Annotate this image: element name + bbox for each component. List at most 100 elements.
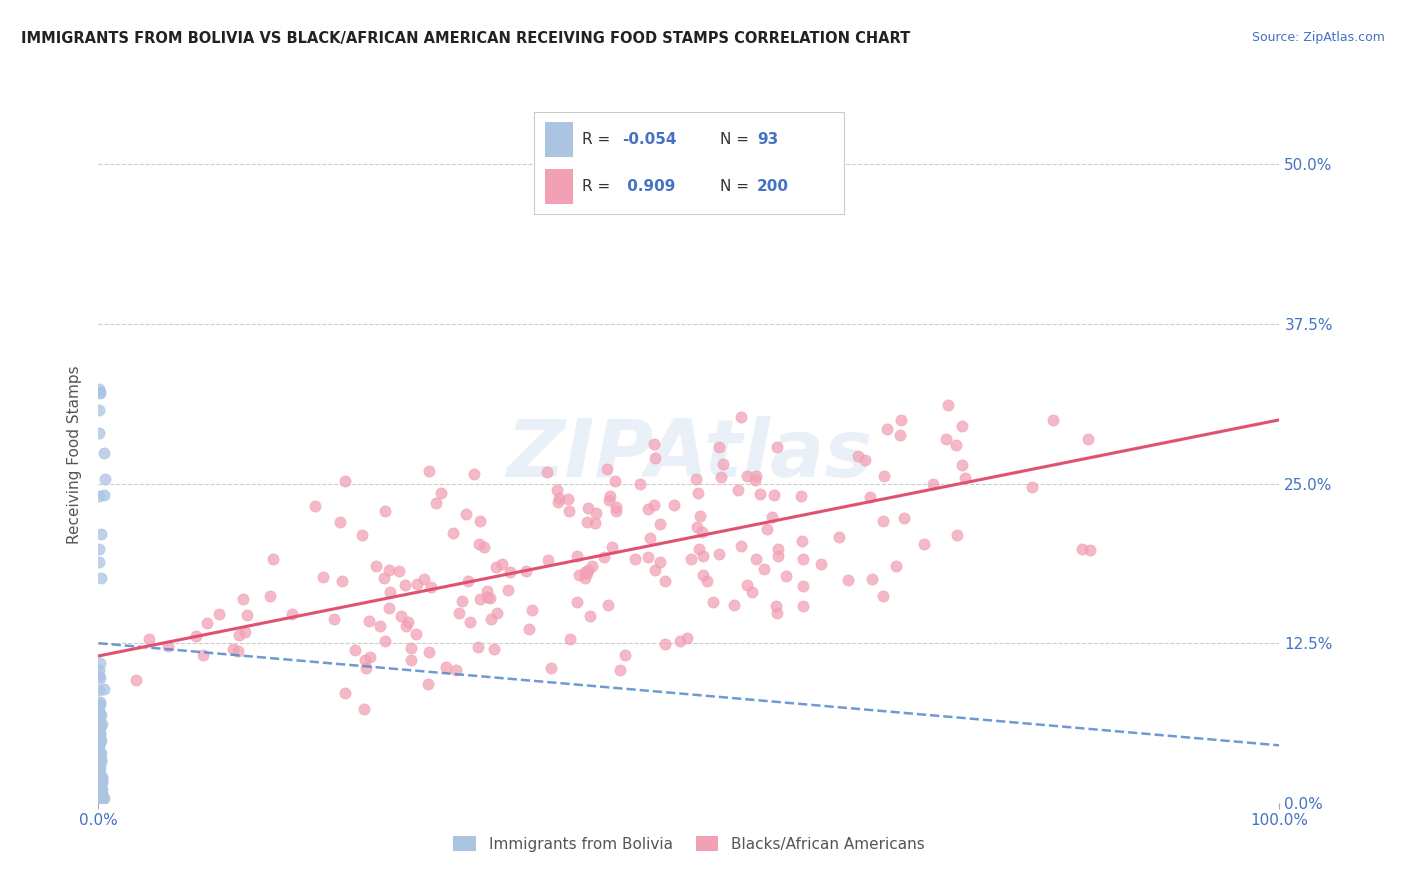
Point (87, 776, 110, 790)
Point (87, 793, 110, 807)
Point (744, 473, 766, 487)
Point (912, 537, 935, 551)
Point (723, 598, 745, 612)
Point (90, 770, 112, 784)
Point (710, 469, 733, 483)
Point (853, 453, 876, 467)
Point (451, 594, 474, 608)
Point (87, 764, 110, 778)
Point (93, 488, 115, 502)
Point (475, 583, 498, 598)
Point (262, 552, 284, 566)
Point (359, 650, 381, 665)
Point (90, 526, 112, 541)
Point (745, 552, 768, 566)
Point (89, 717, 111, 731)
Point (576, 563, 599, 577)
Point (89, 385, 111, 400)
Point (420, 580, 443, 594)
Point (637, 501, 659, 516)
Point (87, 555, 110, 569)
Point (89, 735, 111, 749)
Point (775, 568, 797, 582)
Point (329, 515, 352, 529)
Point (792, 599, 814, 613)
Point (87, 747, 110, 761)
Point (87, 738, 110, 752)
Text: IMMIGRANTS FROM BOLIVIA VS BLACK/AFRICAN AMERICAN RECEIVING FOOD STAMPS CORRELAT: IMMIGRANTS FROM BOLIVIA VS BLACK/AFRICAN… (21, 31, 910, 46)
Point (828, 530, 851, 544)
Point (89, 777, 111, 791)
Point (87, 425, 110, 440)
Point (599, 490, 621, 504)
Point (87, 791, 110, 805)
Point (499, 566, 522, 580)
Point (558, 632, 581, 647)
Point (576, 500, 599, 515)
Point (89, 490, 111, 504)
Point (87, 791, 110, 805)
Point (412, 572, 434, 586)
Point (357, 615, 380, 629)
Point (193, 648, 215, 662)
Point (766, 440, 789, 454)
Text: 93: 93 (756, 132, 779, 146)
Point (444, 663, 467, 677)
Point (457, 574, 479, 588)
Point (87, 744, 110, 758)
Point (90, 746, 112, 760)
Point (482, 642, 505, 657)
Point (91, 791, 114, 805)
Point (702, 594, 724, 608)
Point (394, 578, 416, 592)
Point (467, 640, 489, 654)
Point (744, 469, 766, 483)
Point (89, 402, 111, 417)
Point (859, 490, 882, 504)
Point (735, 468, 758, 483)
Point (368, 619, 391, 633)
Point (89, 384, 111, 399)
Point (945, 528, 967, 542)
Point (87, 731, 110, 745)
Point (374, 504, 396, 518)
Text: 200: 200 (756, 179, 789, 194)
Point (486, 606, 509, 620)
Point (87, 779, 110, 793)
Point (343, 643, 366, 657)
Point (690, 524, 713, 539)
Point (468, 536, 491, 550)
Point (730, 539, 752, 553)
Point (585, 506, 607, 520)
Point (93, 446, 115, 460)
Point (768, 541, 790, 556)
Point (600, 540, 623, 554)
Point (90, 773, 112, 788)
Point (352, 528, 374, 542)
Point (89, 745, 111, 759)
Point (418, 464, 440, 478)
Text: N =: N = (720, 132, 754, 146)
Point (623, 551, 645, 566)
Point (468, 514, 491, 528)
Text: N =: N = (720, 179, 754, 194)
Text: R =: R = (582, 179, 616, 194)
Point (654, 574, 676, 589)
Point (792, 579, 814, 593)
Point (478, 591, 501, 605)
Point (89, 793, 111, 807)
Point (689, 509, 711, 524)
Point (792, 552, 814, 566)
Point (232, 591, 254, 606)
Point (87, 783, 110, 797)
Point (707, 547, 730, 561)
Point (546, 483, 568, 498)
Point (87, 787, 110, 801)
Point (399, 653, 422, 667)
Point (754, 562, 776, 576)
Point (468, 592, 491, 607)
Point (686, 486, 709, 500)
Point (87, 541, 110, 556)
Point (517, 622, 540, 636)
Point (605, 504, 627, 518)
